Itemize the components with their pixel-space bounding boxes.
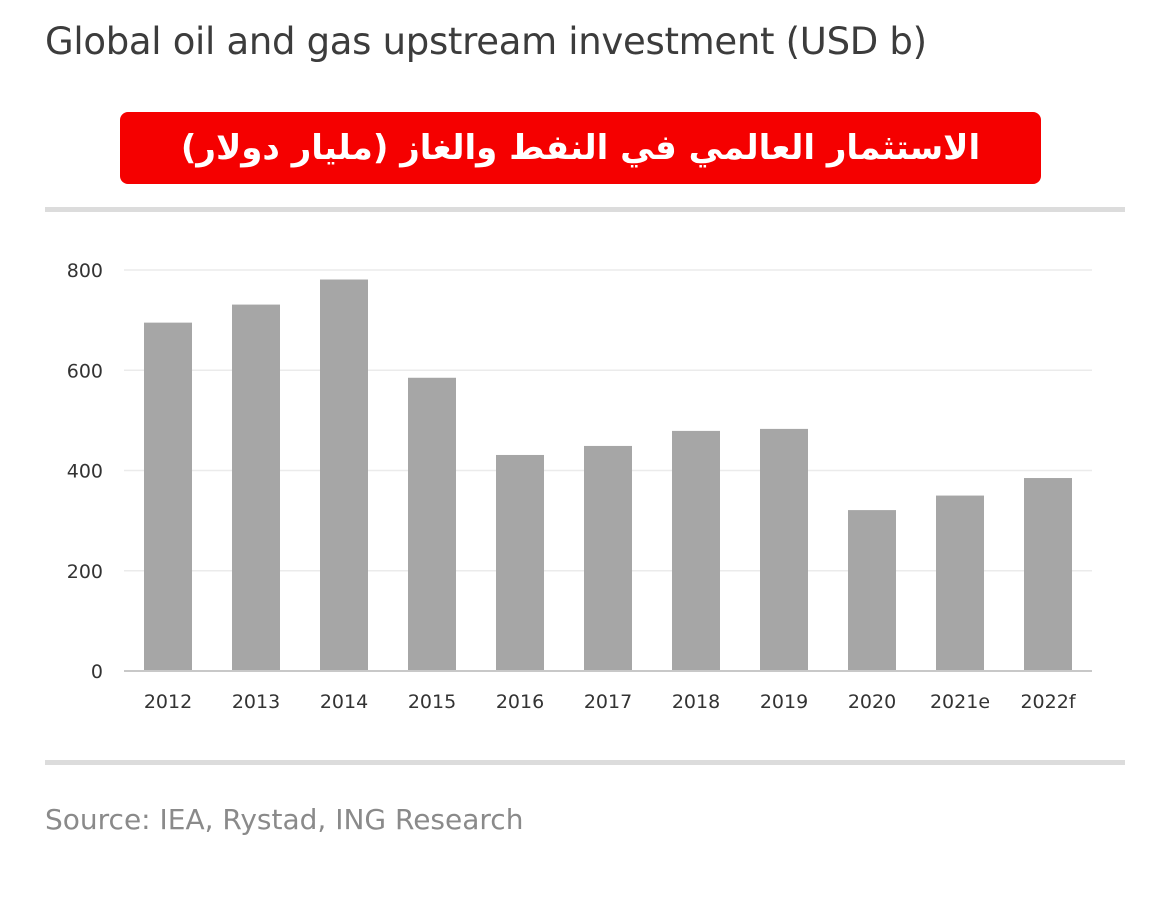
y-tick-label: 400 [67,461,103,483]
source-note: Source: IEA, Rystad, ING Research [45,803,524,836]
x-tick-label: 2019 [760,691,808,713]
x-tick-label: 2021e [930,691,990,713]
x-tick-label: 2018 [672,691,720,713]
x-tick-label: 2015 [408,691,456,713]
bar-2015 [408,377,456,671]
bar-2021e [936,495,984,671]
arabic-title-text: الاستثمار العالمي في النفط والغاز (مليار… [180,128,981,168]
x-tick-label: 2014 [320,691,368,713]
bar-2018 [672,430,720,671]
bar-2020 [848,510,896,671]
x-tick-label: 2020 [848,691,896,713]
bars [144,279,1072,671]
y-tick-label: 0 [91,661,103,683]
y-axis-ticks: 0 200 400 600 800 [67,260,103,683]
x-tick-label: 2013 [232,691,280,713]
x-tick-label: 2022f [1020,691,1076,713]
chart-title: Global oil and gas upstream investment (… [45,20,927,63]
x-tick-label: 2012 [144,691,192,713]
bottom-divider [45,760,1125,765]
bar-2016 [496,454,544,671]
top-divider [45,207,1125,212]
arabic-title-banner: الاستثمار العالمي في النفط والغاز (مليار… [120,112,1041,184]
bar-2019 [760,428,808,671]
y-tick-label: 200 [67,561,103,583]
x-tick-label: 2017 [584,691,632,713]
bar-2013 [232,304,280,671]
y-tick-label: 600 [67,360,103,382]
bar-2017 [584,445,632,671]
y-tick-label: 800 [67,260,103,282]
x-axis-ticks: 2012 2013 2014 2015 2016 2017 2018 2019 2020 2021… [144,691,1077,713]
bar-2014 [320,279,368,671]
bar-2022f [1024,478,1072,671]
bar-2012 [144,322,192,671]
x-tick-label: 2016 [496,691,544,713]
